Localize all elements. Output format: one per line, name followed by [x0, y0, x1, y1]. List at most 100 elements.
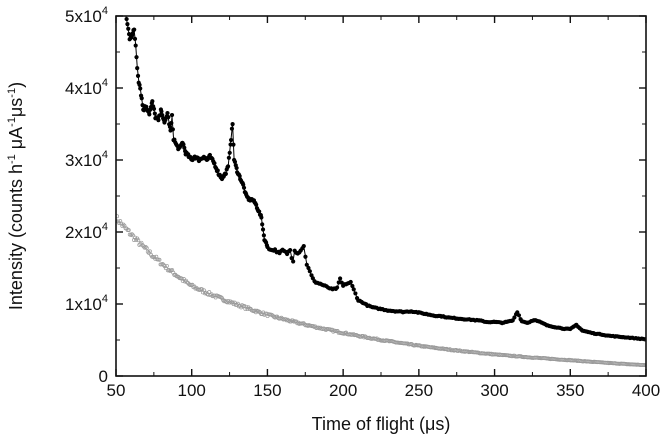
black-point	[303, 254, 308, 259]
black-point	[137, 82, 142, 87]
black-point	[260, 227, 266, 232]
black-point	[126, 26, 131, 31]
y-tick-label: 2x104	[65, 221, 108, 242]
grey-point	[186, 281, 191, 285]
black-point	[167, 124, 173, 129]
y-tick-label: 5x104	[65, 5, 108, 26]
black-point	[134, 55, 139, 60]
black-point	[170, 127, 175, 132]
black-point	[147, 112, 152, 117]
y-tick-label: 4x104	[65, 77, 108, 98]
grey-point	[218, 295, 223, 300]
black-point	[169, 112, 175, 118]
black-point	[135, 66, 140, 71]
grey-point	[164, 263, 169, 268]
black-point	[289, 255, 294, 261]
black-point	[125, 22, 130, 27]
black-point	[166, 114, 171, 120]
black-point	[159, 109, 164, 114]
grey-point	[243, 306, 248, 311]
grey-point	[129, 232, 134, 237]
black-point	[228, 137, 234, 143]
grey-point	[644, 363, 646, 368]
x-tick-label: 400	[632, 381, 660, 400]
grey-point	[147, 249, 152, 254]
black-point	[151, 106, 157, 111]
x-tick-label: 200	[329, 381, 357, 400]
grey-point	[240, 303, 245, 308]
black-point	[304, 262, 309, 267]
grey-point	[239, 305, 244, 310]
grey-point	[257, 309, 262, 314]
black-point	[133, 43, 138, 48]
grey-point	[116, 214, 120, 219]
grey-point	[228, 299, 233, 304]
y-tick-label: 0	[99, 367, 108, 386]
black-point	[138, 86, 143, 91]
grey-point	[131, 233, 135, 238]
black-point	[226, 155, 231, 160]
black-point	[260, 222, 265, 227]
black-point	[225, 164, 231, 169]
black-point	[334, 285, 340, 290]
grey-point	[244, 304, 249, 309]
grey-point	[302, 322, 307, 327]
black-point	[139, 96, 144, 101]
black-point	[223, 171, 228, 177]
y-tick-label: 1x104	[65, 293, 108, 314]
grey-point	[145, 249, 150, 254]
grey-point	[117, 221, 122, 226]
x-axis: 50 100 150 200 250 300 350 400	[107, 16, 660, 400]
black-point	[130, 31, 135, 36]
black-point	[231, 142, 236, 147]
black-point	[234, 165, 239, 171]
x-tick-label: 250	[405, 381, 433, 400]
black-point	[336, 280, 341, 285]
grey-point	[179, 276, 184, 281]
grey-point	[176, 275, 181, 279]
series-black	[124, 16, 646, 342]
black-point	[152, 111, 157, 116]
grey-point	[232, 300, 237, 305]
series-grey	[116, 214, 646, 368]
black-point	[254, 202, 259, 207]
black-point	[227, 150, 232, 155]
grey-point	[138, 241, 143, 246]
grey-point	[160, 261, 165, 266]
black-point	[301, 243, 306, 249]
black-point	[353, 291, 358, 296]
y-axis: 0 1x104 2x104 3x104 4x104 5x104	[65, 5, 646, 386]
black-point	[232, 159, 238, 164]
grey-point	[163, 266, 168, 271]
black-point	[132, 36, 138, 41]
x-axis-title: Time of flight (μs)	[312, 414, 451, 434]
black-point	[212, 161, 217, 166]
grey-point	[283, 317, 288, 322]
grey-point	[144, 246, 149, 250]
grey-point	[133, 235, 138, 240]
grey-point	[136, 238, 141, 243]
black-point	[182, 145, 187, 150]
black-point	[229, 126, 235, 131]
grey-point	[143, 245, 148, 249]
black-point	[307, 269, 312, 274]
x-tick-label: 300	[480, 381, 508, 400]
black-point	[230, 121, 235, 127]
grey-point	[157, 257, 162, 262]
grey-point	[311, 323, 316, 328]
black-point	[237, 173, 242, 179]
grey-point	[330, 327, 335, 332]
black-point	[132, 27, 137, 32]
grey-point	[126, 228, 131, 233]
black-point	[259, 215, 264, 220]
black-point	[348, 279, 353, 285]
plot-frame	[115, 15, 647, 377]
black-point	[181, 142, 186, 147]
x-tick-label: 50	[107, 381, 126, 400]
black-point	[124, 16, 129, 22]
black-point	[150, 99, 155, 104]
black-point	[338, 276, 343, 281]
grey-point	[197, 288, 202, 292]
black-line	[125, 16, 646, 340]
